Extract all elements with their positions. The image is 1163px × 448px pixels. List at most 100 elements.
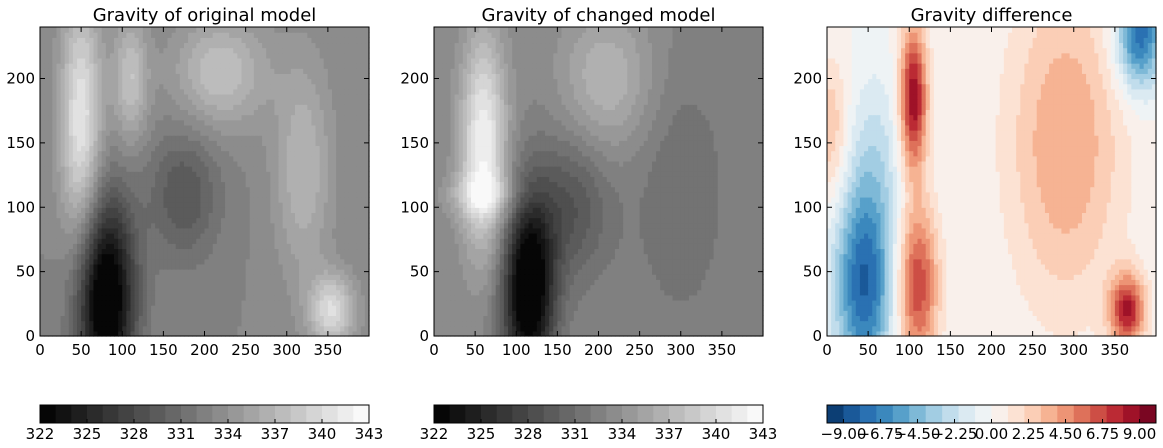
- heatmap-cell: [229, 73, 234, 80]
- heatmap-cell: [134, 202, 140, 208]
- heatmap-cell: [225, 325, 230, 332]
- colorbar-tick-label: 322: [26, 425, 55, 443]
- heatmap-cell: [233, 202, 238, 208]
- heatmap-cell: [134, 57, 140, 64]
- heatmap-cell: [307, 78, 313, 85]
- heatmap-cell: [56, 135, 62, 141]
- heatmap-cell: [163, 269, 169, 275]
- heatmap-cell: [282, 330, 288, 337]
- heatmap-cell: [241, 305, 247, 311]
- heatmap-cell: [360, 104, 366, 110]
- heatmap-cell: [245, 279, 251, 286]
- heatmap-cell: [282, 73, 288, 80]
- heatmap-cell: [299, 284, 304, 291]
- heatmap-cell: [253, 140, 259, 147]
- heatmap-cell: [360, 212, 366, 219]
- heatmap-cell: [183, 222, 189, 229]
- heatmap-cell: [315, 78, 321, 85]
- heatmap-cell: [286, 289, 292, 296]
- heatmap-cell: [155, 310, 160, 316]
- heatmap-cell: [307, 253, 313, 260]
- heatmap-cell: [60, 305, 66, 311]
- heatmap-cell: [171, 227, 177, 234]
- heatmap-cell: [171, 289, 177, 296]
- heatmap-cell: [97, 269, 103, 275]
- heatmap-cell: [266, 263, 271, 270]
- heatmap-cell: [208, 243, 214, 250]
- heatmap-cell: [122, 166, 127, 172]
- heatmap-cell: [208, 73, 214, 80]
- heatmap-cell: [290, 294, 296, 301]
- heatmap-cell: [142, 196, 148, 203]
- heatmap-cell: [163, 289, 169, 296]
- heatmap-cell: [52, 63, 58, 69]
- heatmap-cell: [171, 233, 177, 239]
- heatmap-cell: [360, 83, 366, 90]
- heatmap-cell: [64, 310, 70, 316]
- heatmap-cell: [175, 191, 181, 198]
- heatmap-cell: [122, 160, 127, 167]
- heatmap-cell: [89, 124, 95, 131]
- heatmap-cell: [208, 212, 214, 219]
- heatmap-cell: [68, 150, 74, 157]
- heatmap-cell: [311, 73, 317, 80]
- heatmap-cell: [315, 68, 321, 74]
- heatmap-cell: [48, 104, 53, 110]
- heatmap-cell: [122, 315, 127, 322]
- heatmap-cell: [105, 78, 111, 85]
- heatmap-cell: [188, 114, 193, 121]
- heatmap-cell: [266, 78, 271, 85]
- heatmap-cell: [241, 227, 247, 234]
- heatmap-cell: [68, 171, 74, 177]
- heatmap-cell: [60, 258, 66, 265]
- heatmap-cell: [204, 258, 210, 265]
- heatmap-cell: [175, 166, 181, 172]
- heatmap-cell: [204, 83, 210, 90]
- heatmap-cell: [142, 109, 148, 116]
- heatmap-cell: [216, 289, 222, 296]
- heatmap-cell: [72, 299, 78, 306]
- heatmap-cell: [311, 63, 317, 69]
- heatmap-cell: [167, 52, 173, 59]
- heatmap-cell: [212, 150, 218, 157]
- heatmap-cell: [229, 279, 234, 286]
- heatmap-cell: [93, 37, 99, 44]
- heatmap-cell: [105, 258, 111, 265]
- heatmap-cell: [299, 305, 304, 311]
- heatmap-cell: [85, 315, 90, 322]
- heatmap-cell: [364, 93, 370, 100]
- heatmap-cell: [315, 325, 321, 332]
- heatmap-cell: [146, 27, 152, 33]
- heatmap-cell: [434, 325, 439, 332]
- heatmap-cell: [249, 238, 255, 244]
- heatmap-cell: [175, 227, 181, 234]
- heatmap-cell: [364, 130, 370, 136]
- heatmap-cell: [233, 227, 238, 234]
- heatmap-cell: [253, 243, 259, 250]
- heatmap-cell: [122, 140, 127, 147]
- heatmap-cell: [307, 227, 313, 234]
- heatmap-cell: [331, 294, 337, 301]
- heatmap-cell: [196, 130, 201, 136]
- heatmap-cell: [344, 83, 350, 90]
- heatmap-cell: [331, 27, 337, 33]
- heatmap-cell: [114, 269, 119, 275]
- heatmap-cell: [299, 135, 304, 141]
- heatmap-cell: [196, 27, 201, 33]
- heatmap-cell: [299, 253, 304, 260]
- heatmap-cell: [323, 150, 329, 157]
- heatmap-cell: [101, 243, 107, 250]
- heatmap-cell: [89, 289, 95, 296]
- heatmap-cell: [462, 325, 468, 332]
- heatmap-cell: [68, 145, 74, 152]
- heatmap-cell: [155, 217, 160, 224]
- heatmap-cell: [360, 279, 366, 286]
- heatmap-cell: [336, 238, 341, 244]
- heatmap-cell: [81, 315, 86, 322]
- heatmap-cell: [348, 227, 354, 234]
- heatmap-cell: [290, 320, 296, 327]
- heatmap-cell: [134, 227, 140, 234]
- heatmap-cell: [216, 27, 222, 33]
- heatmap-cell: [64, 248, 70, 255]
- heatmap-cell: [220, 320, 226, 327]
